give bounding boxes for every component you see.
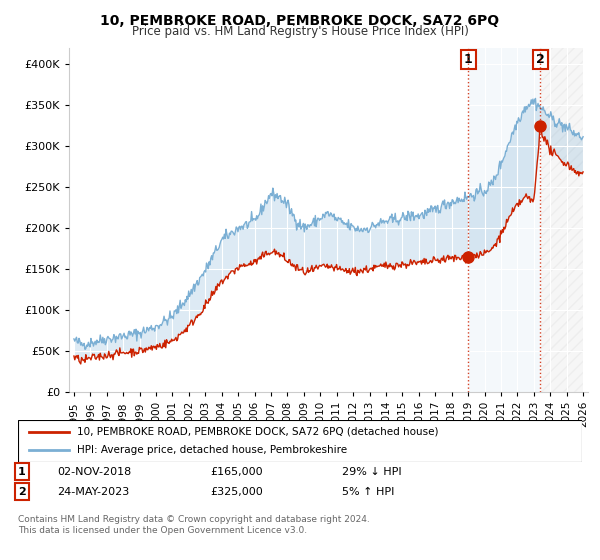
Text: £325,000: £325,000 — [210, 487, 263, 497]
Text: This data is licensed under the Open Government Licence v3.0.: This data is licensed under the Open Gov… — [18, 526, 307, 535]
FancyBboxPatch shape — [18, 420, 582, 462]
Text: 10, PEMBROKE ROAD, PEMBROKE DOCK, SA72 6PQ: 10, PEMBROKE ROAD, PEMBROKE DOCK, SA72 6… — [100, 14, 500, 28]
Text: 2: 2 — [536, 53, 545, 66]
Text: Contains HM Land Registry data © Crown copyright and database right 2024.: Contains HM Land Registry data © Crown c… — [18, 515, 370, 524]
Text: HPI: Average price, detached house, Pembrokeshire: HPI: Average price, detached house, Pemb… — [77, 445, 347, 455]
Text: Price paid vs. HM Land Registry's House Price Index (HPI): Price paid vs. HM Land Registry's House … — [131, 25, 469, 38]
Text: £165,000: £165,000 — [210, 466, 263, 477]
Text: 2: 2 — [18, 487, 26, 497]
Text: 29% ↓ HPI: 29% ↓ HPI — [342, 466, 401, 477]
Text: 1: 1 — [18, 466, 26, 477]
Text: 5% ↑ HPI: 5% ↑ HPI — [342, 487, 394, 497]
Text: 1: 1 — [464, 53, 472, 66]
Text: 10, PEMBROKE ROAD, PEMBROKE DOCK, SA72 6PQ (detached house): 10, PEMBROKE ROAD, PEMBROKE DOCK, SA72 6… — [77, 427, 439, 437]
Text: 02-NOV-2018: 02-NOV-2018 — [57, 466, 131, 477]
Text: 24-MAY-2023: 24-MAY-2023 — [57, 487, 129, 497]
